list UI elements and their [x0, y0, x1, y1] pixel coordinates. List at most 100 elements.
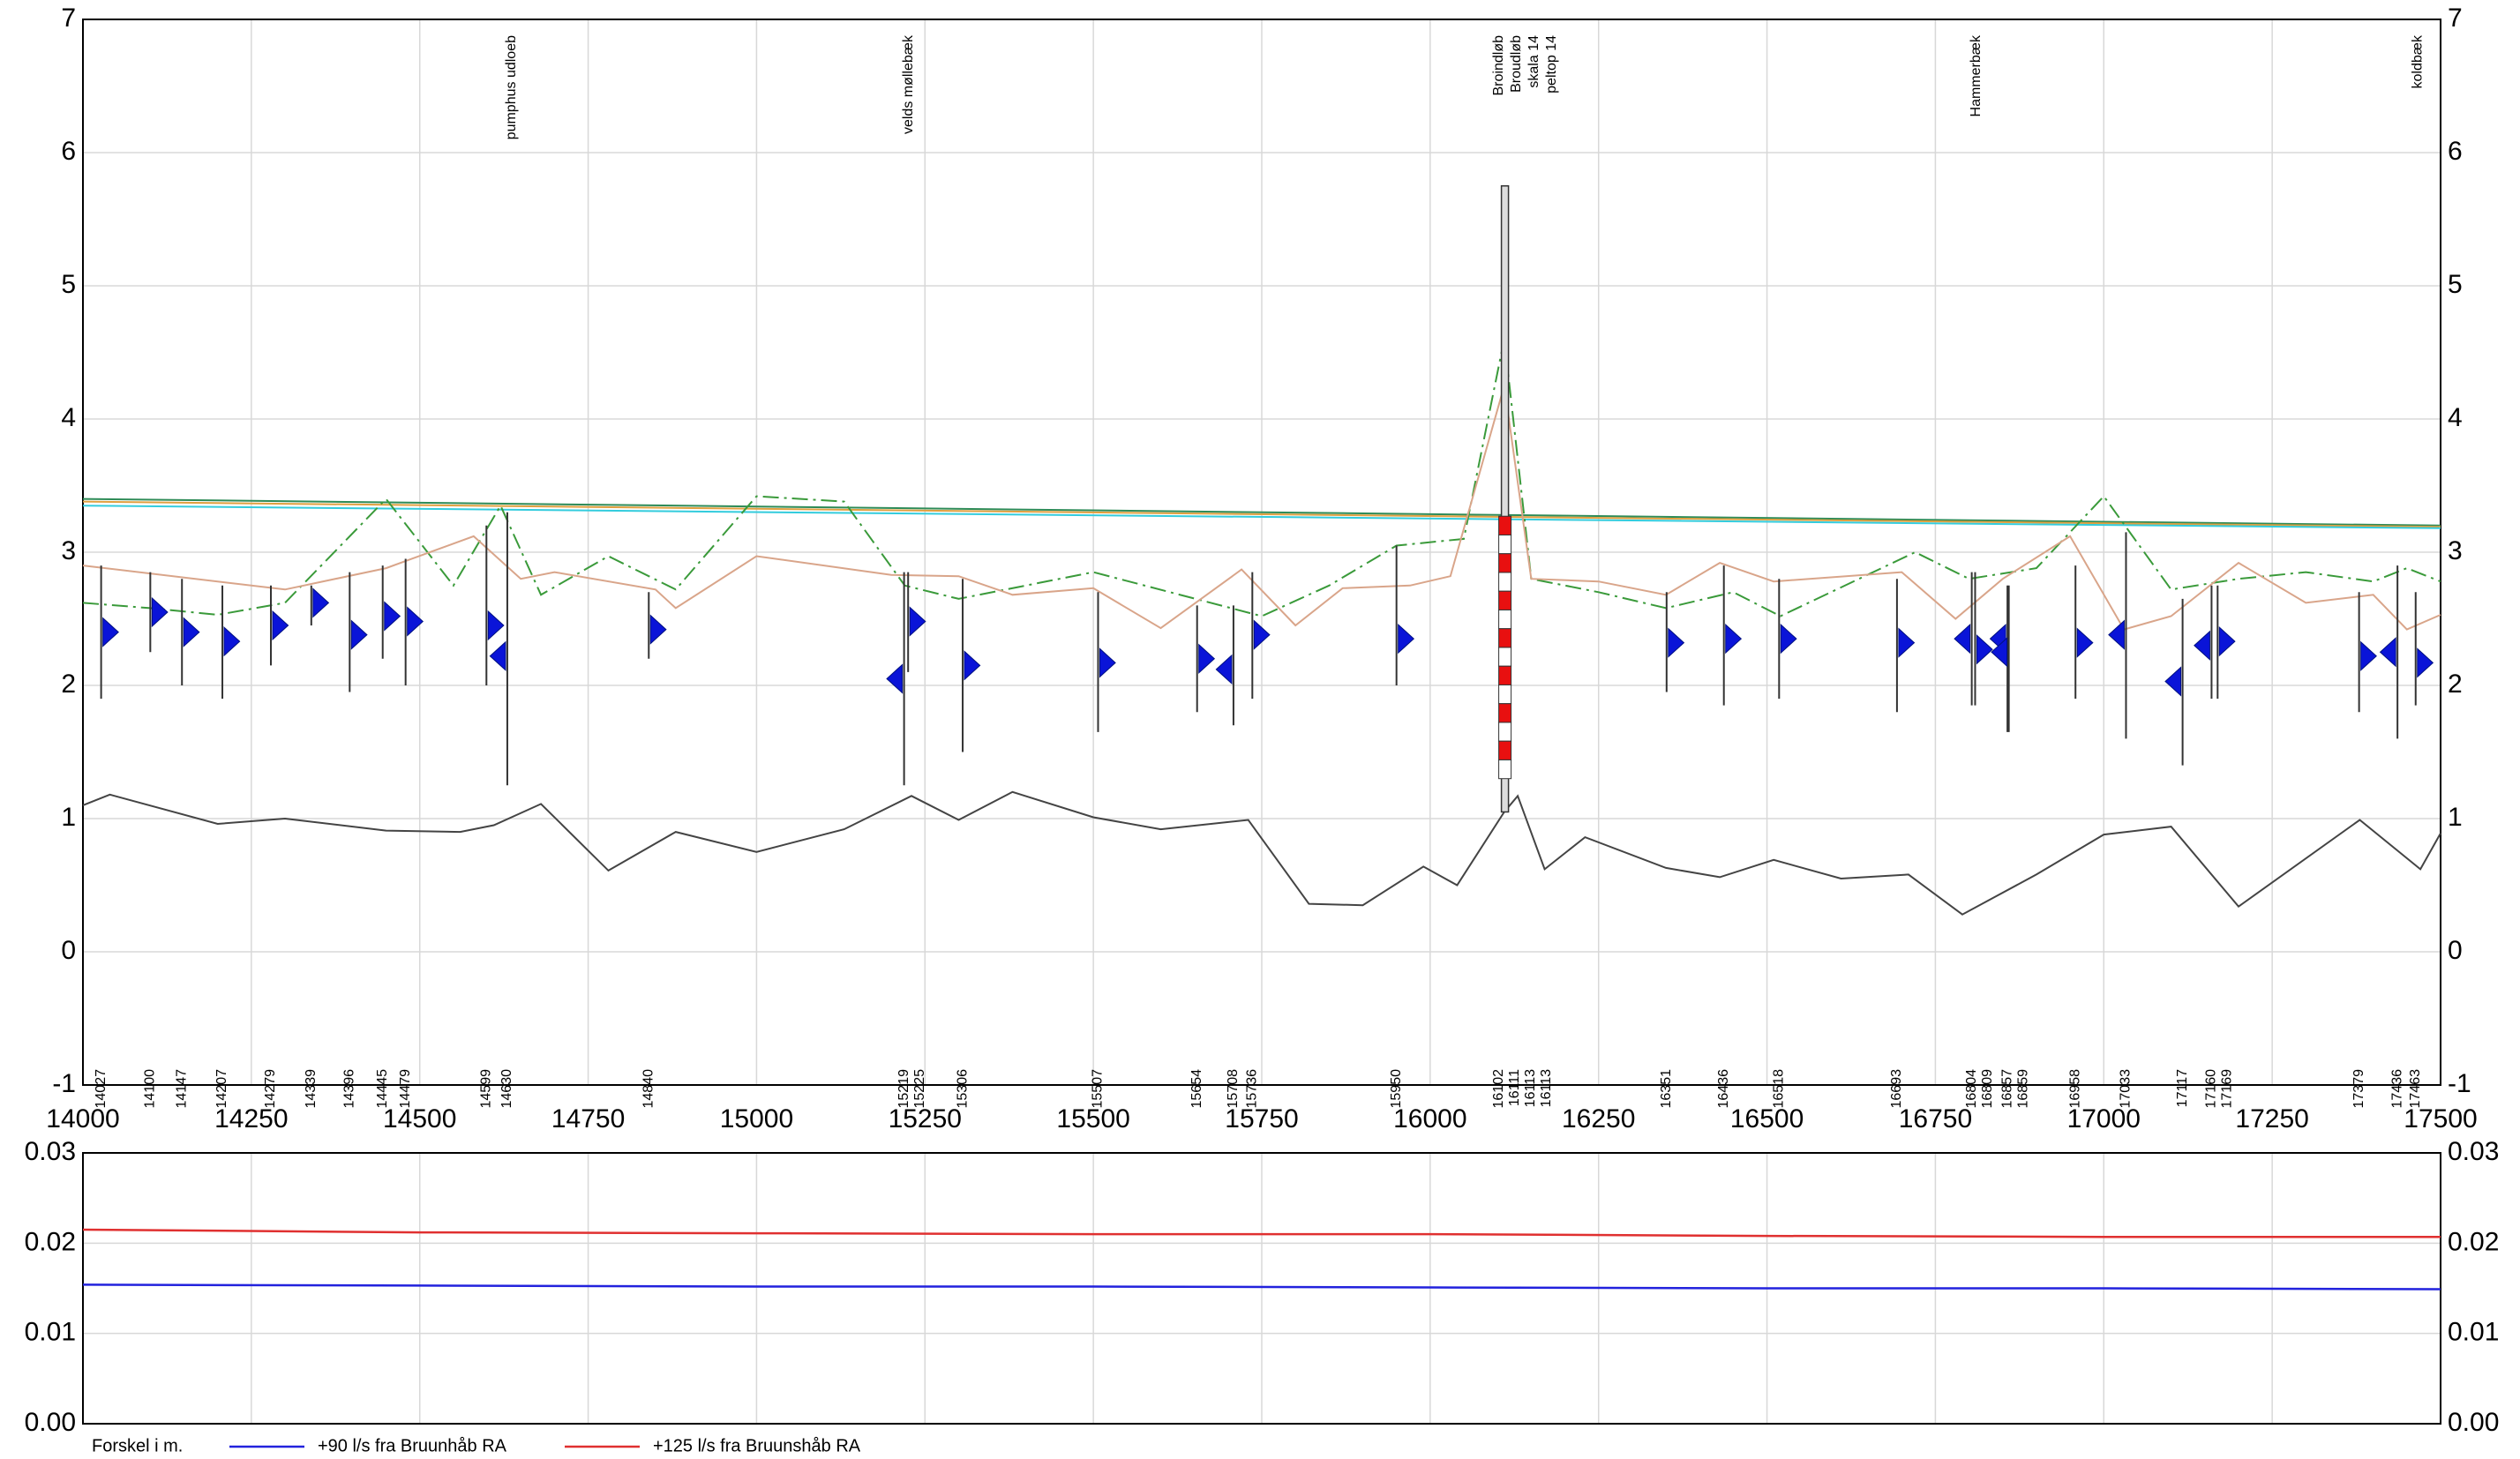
y-tick-label: 4	[61, 403, 76, 432]
station-label: 14147	[174, 1069, 189, 1109]
plot-frame	[82, 19, 2441, 1086]
water-level-marker	[223, 626, 241, 657]
pipe-segment	[1498, 740, 1512, 760]
water-level-marker	[964, 650, 981, 681]
y-tick-label: -1	[52, 1069, 76, 1098]
station-label: 16804	[1964, 1069, 1979, 1109]
station-label: 14479	[398, 1069, 413, 1109]
y-tick-label-right: 1	[2448, 803, 2463, 832]
pipe-segment	[1498, 647, 1512, 667]
y-tick-label-right: 0.02	[2448, 1227, 2499, 1256]
pipe-segment	[1498, 553, 1512, 573]
x-tick-label: 16000	[1393, 1104, 1466, 1134]
water-level-marker	[2218, 626, 2236, 657]
pipe-segment	[1498, 609, 1512, 630]
water-level-marker	[1398, 624, 1415, 655]
water-level-marker	[649, 614, 667, 645]
annotation: koldbæk	[2410, 34, 2425, 88]
water-level-marker	[407, 606, 424, 637]
station-label: 15736	[1245, 1069, 1260, 1109]
water-level-marker	[183, 617, 200, 647]
pipe-segment	[1498, 684, 1512, 705]
water-level-marker	[1099, 647, 1116, 678]
pipe-segment	[1498, 759, 1512, 780]
station-label: 16518	[1772, 1069, 1787, 1109]
station-label: 17160	[2204, 1069, 2219, 1109]
station-label: 16436	[1716, 1069, 1731, 1109]
y-tick-label-right: 4	[2448, 403, 2463, 432]
water-level-marker	[487, 610, 505, 641]
station-label: 16857	[1999, 1069, 2014, 1109]
water-level-marker	[2379, 637, 2396, 668]
x-tick-label: 16250	[1562, 1104, 1635, 1134]
water-level-marker	[1198, 643, 1216, 674]
station-label: 14339	[304, 1069, 319, 1109]
y-tick-label: 0.03	[25, 1137, 76, 1166]
station-label: 16102	[1491, 1069, 1506, 1109]
series-line	[82, 498, 2441, 527]
y-tick-label-right: 0.00	[2448, 1408, 2499, 1437]
station-label: 14396	[342, 1069, 357, 1109]
y-tick-label: 0	[61, 936, 76, 965]
pipe-segment	[1498, 628, 1512, 648]
station-label: 15507	[1091, 1069, 1106, 1109]
water-level-marker	[151, 596, 169, 628]
x-tick-label: 16750	[1899, 1104, 1972, 1134]
pipe	[1498, 515, 1512, 780]
annotation: Hammerbæk	[1969, 34, 1984, 116]
y-tick-label: 7	[61, 4, 76, 33]
x-tick-label: 14750	[551, 1104, 625, 1134]
legend-label: +125 l/s fra Bruunshåb RA	[653, 1436, 861, 1455]
water-level-marker	[102, 617, 119, 647]
water-level-marker	[2076, 627, 2094, 658]
y-tick-label: 0.02	[25, 1227, 76, 1256]
station-label: 15708	[1226, 1069, 1241, 1109]
station-label: 15654	[1189, 1069, 1204, 1109]
y-tick-label-right: 6	[2448, 137, 2463, 166]
water-level-marker	[1668, 627, 1685, 658]
legend-title: Forskel i m.	[92, 1436, 183, 1455]
legend-label: +90 l/s fra Bruunhåb RA	[318, 1436, 507, 1455]
pipe-segment	[1498, 534, 1512, 555]
station-label: 14207	[214, 1069, 229, 1109]
pipe-segment	[1498, 590, 1512, 610]
water-level-marker	[1253, 619, 1271, 650]
station-label: 15950	[1389, 1069, 1404, 1109]
station-label: 14599	[479, 1069, 494, 1109]
station-label: 17117	[2175, 1069, 2190, 1107]
x-tick-label: 14250	[214, 1104, 288, 1134]
station-label: 16809	[1980, 1069, 1995, 1109]
water-level-marker	[1954, 624, 1971, 655]
annotation: velds møllebæk	[901, 34, 916, 134]
station-label: 17436	[2389, 1069, 2404, 1109]
water-level-marker	[1780, 624, 1797, 655]
station-label: 14100	[143, 1069, 158, 1109]
annotation: pumphus udloeb	[504, 35, 519, 139]
water-level-marker	[384, 601, 401, 632]
station-label: 14279	[263, 1069, 278, 1109]
water-level-marker	[2164, 666, 2182, 697]
station-label: 14840	[641, 1069, 656, 1109]
station-label: 16693	[1889, 1069, 1904, 1109]
water-level-marker	[1215, 654, 1233, 685]
station-label: 15306	[955, 1069, 970, 1109]
water-level-marker	[312, 587, 330, 618]
annotation: skala 14	[1526, 35, 1541, 88]
y-tick-label-right: 2	[2448, 670, 2463, 699]
series-line	[82, 505, 2441, 529]
station-label: 15219	[896, 1069, 911, 1109]
water-level-marker	[489, 640, 506, 671]
y-tick-label-right: 0.01	[2448, 1318, 2499, 1347]
y-tick-label: 5	[61, 270, 76, 299]
water-level-marker	[272, 610, 289, 641]
y-tick-label-right: 3	[2448, 536, 2463, 565]
station-label: 16113	[1539, 1069, 1554, 1107]
series-line	[82, 385, 2441, 631]
x-tick-label: 17500	[2404, 1104, 2477, 1134]
y-tick-label-right: -1	[2448, 1069, 2471, 1098]
pipe-segment	[1498, 572, 1512, 592]
y-tick-label-right: 5	[2448, 270, 2463, 299]
x-tick-label: 17000	[2067, 1104, 2141, 1134]
x-tick-label: 14500	[383, 1104, 456, 1134]
